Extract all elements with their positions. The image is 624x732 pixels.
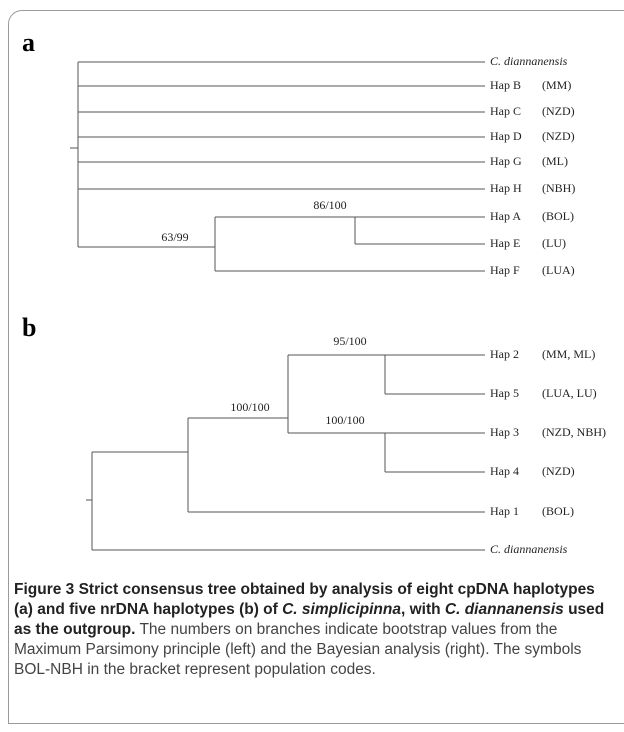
panel-label: b: [22, 313, 36, 342]
population-code: (BOL): [542, 504, 574, 518]
population-code: (MM, ML): [542, 347, 595, 361]
population-code: (NZD, NBH): [542, 425, 606, 439]
leaf-name: Hap C: [490, 104, 521, 118]
population-code: (BOL): [542, 209, 574, 223]
caption-title-text: Figure 3 Strict consensus tree obtained …: [14, 581, 595, 618]
leaf-name: Hap E: [490, 236, 520, 250]
panel-label: a: [22, 28, 35, 57]
leaf-name: Hap A: [490, 209, 521, 223]
leaf-name: Hap 5: [490, 386, 519, 400]
population-code: (NZD): [542, 104, 575, 118]
caption-title: Figure 3 Strict consensus tree obtained …: [14, 581, 604, 638]
tree-a: [70, 61, 485, 272]
support-value: 95/100: [333, 334, 366, 348]
leaf-name: Hap G: [490, 154, 522, 168]
leaf-name: Hap 3: [490, 425, 519, 439]
leaf-name: C. diannanensis: [490, 542, 568, 556]
trees: a b 63/99 86/100 100/: [22, 28, 606, 556]
caption-body: The numbers on branches indicate bootstr…: [14, 621, 582, 678]
leaf-name: Hap 1: [490, 504, 519, 518]
leaf-name: C. diannanensis: [490, 54, 568, 68]
population-code: (MM): [542, 78, 571, 92]
population-code: (NZD): [542, 464, 575, 478]
support-value: 100/100: [230, 400, 269, 414]
population-code: (LUA): [542, 263, 575, 277]
support-value: 100/100: [325, 413, 364, 427]
leaf-name: Hap 4: [490, 464, 519, 478]
population-code: (NZD): [542, 129, 575, 143]
population-code: (ML): [542, 154, 568, 168]
leaf-name: Hap B: [490, 78, 521, 92]
population-code: (LU): [542, 236, 566, 250]
caption-title-text: used as the outgroup.: [14, 601, 605, 638]
support-value: 63/99: [161, 230, 188, 244]
caption-title-text: , with: [400, 601, 445, 618]
population-code: (LUA, LU): [542, 386, 597, 400]
species-name: C. diannanensis: [444, 601, 564, 618]
leaf-name: Hap D: [490, 129, 522, 143]
population-code: (NBH): [542, 181, 575, 195]
caption: Figure 3 Strict consensus tree obtained …: [14, 580, 614, 680]
figure-frame: [8, 10, 624, 724]
tree-b: [86, 354, 485, 551]
support-value: 86/100: [313, 198, 346, 212]
species-name: C. simplicipinna: [282, 601, 401, 618]
leaf-name: Hap F: [490, 263, 520, 277]
leaf-name: Hap 2: [490, 347, 519, 361]
leaf-name: Hap H: [490, 181, 522, 195]
